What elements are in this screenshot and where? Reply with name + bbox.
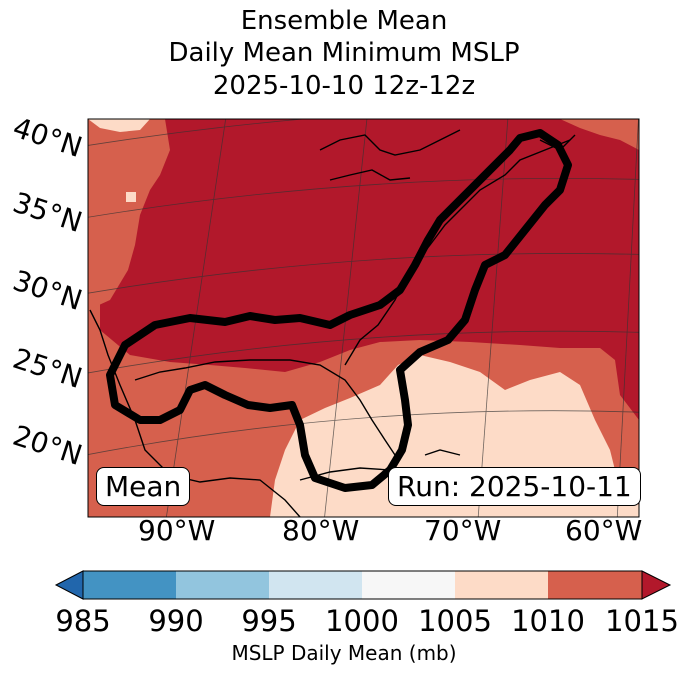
colorbar-frame	[82, 570, 643, 600]
colorbar-tick-1010: 1010	[511, 604, 585, 638]
colorbar	[54, 570, 672, 600]
colorbar-seg-1010-1015	[548, 571, 642, 599]
mean-label: Mean	[96, 467, 191, 506]
title-line-1: Ensemble Mean	[240, 6, 448, 36]
mslp-contour	[106, 129, 572, 492]
colorbar-tick-1005: 1005	[418, 604, 492, 638]
fill-1005-1010-dot	[126, 192, 136, 202]
colorbar-tick-1015: 1015	[605, 604, 679, 638]
title-line-2: Daily Mean Minimum MSLP	[168, 38, 520, 68]
fill-1010-1015-northeast	[560, 119, 639, 150]
colorbar-tick-995: 995	[241, 604, 297, 638]
coastlines	[89, 129, 576, 517]
fill-1010-1015-west	[88, 119, 170, 310]
colorbar-extend-high	[641, 570, 672, 600]
colorbar-tick-1000: 1000	[325, 604, 399, 638]
map-panel	[88, 119, 639, 517]
colorbar-extend-low	[54, 570, 84, 600]
colorbar-label: MSLP Daily Mean (mb)	[231, 641, 457, 665]
lon-label-90w: 90°W	[138, 514, 216, 547]
colorbar-seg-985-990	[83, 571, 176, 599]
colorbar-seg-990-995	[176, 571, 269, 599]
fill-1005-1010-nw	[88, 119, 150, 132]
colorbar-tick-985: 985	[55, 604, 111, 638]
colorbar-tick-990: 990	[148, 604, 204, 638]
colorbar-seg-995-1000	[269, 571, 362, 599]
colorbar-seg-1000-1005	[362, 571, 455, 599]
run-date-label: Run: 2025-10-11	[388, 467, 641, 506]
lon-label-80w: 80°W	[282, 514, 360, 547]
lon-label-60w: 60°W	[565, 514, 643, 547]
lon-label-70w: 70°W	[424, 514, 502, 547]
title-line-3: 2025-10-10 12z-12z	[212, 71, 476, 101]
map-frame	[87, 118, 640, 518]
colorbar-seg-1005-1010	[455, 571, 548, 599]
